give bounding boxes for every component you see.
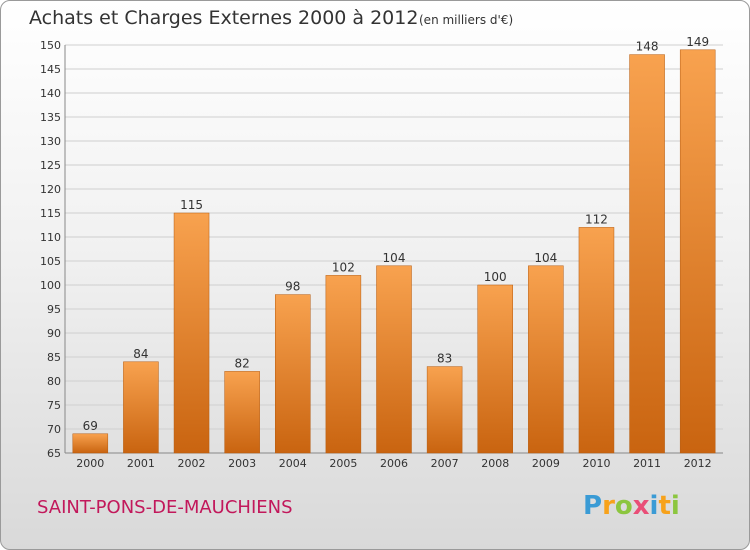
x-tick-label: 2001 xyxy=(127,457,155,470)
bar-2007 xyxy=(426,366,463,454)
logo-letter: t xyxy=(658,491,671,521)
y-tick-label: 140 xyxy=(40,87,61,100)
y-tick-label: 105 xyxy=(40,255,61,268)
y-tick-label: 95 xyxy=(47,303,61,316)
x-tick-label: 2000 xyxy=(76,457,104,470)
bar-2005 xyxy=(325,275,362,454)
data-label: 84 xyxy=(133,347,148,361)
x-tick-label: 2012 xyxy=(684,457,712,470)
commune-name: SAINT-PONS-DE-MAUCHIENS xyxy=(37,497,293,518)
y-tick-label: 65 xyxy=(47,447,61,460)
y-tick-label: 70 xyxy=(47,423,61,436)
y-tick-label: 130 xyxy=(40,135,61,148)
x-tick-label: 2010 xyxy=(582,457,610,470)
x-tick-label: 2007 xyxy=(431,457,459,470)
data-label: 112 xyxy=(585,212,608,226)
x-tick-label: 2006 xyxy=(380,457,408,470)
y-tick-label: 120 xyxy=(40,183,61,196)
y-tick-label: 125 xyxy=(40,159,61,172)
y-tick-label: 100 xyxy=(40,279,61,292)
x-tick-label: 2008 xyxy=(481,457,509,470)
logo-letter: P xyxy=(583,491,603,521)
y-tick-label: 110 xyxy=(40,231,61,244)
bar-2009 xyxy=(528,265,564,454)
logo-letter: i xyxy=(649,491,659,521)
proxiti-logo: Proxiti xyxy=(583,491,680,521)
y-tick-label: 115 xyxy=(40,207,61,220)
y-tick-label: 90 xyxy=(47,327,61,340)
bar-2010 xyxy=(578,227,615,454)
bar-2008 xyxy=(477,284,513,454)
data-label: 69 xyxy=(83,419,98,433)
bar-2006 xyxy=(376,265,412,454)
data-label: 82 xyxy=(235,356,250,370)
y-tick-label: 150 xyxy=(40,39,61,52)
chart-subtitle: (en milliers d'€) xyxy=(419,13,514,27)
data-label: 115 xyxy=(180,198,203,212)
x-tick-label: 2005 xyxy=(329,457,357,470)
x-tick-label: 2009 xyxy=(532,457,560,470)
x-tick-label: 2004 xyxy=(279,457,307,470)
logo-letter: r xyxy=(602,491,615,521)
x-tick-label: 2002 xyxy=(178,457,206,470)
bar-2003 xyxy=(224,371,260,454)
bar-2002 xyxy=(173,212,210,454)
logo-letter: i xyxy=(670,491,680,521)
bar-2011 xyxy=(629,54,665,454)
data-label: 102 xyxy=(332,260,355,274)
y-tick-label: 75 xyxy=(47,399,61,412)
data-label: 104 xyxy=(534,251,557,265)
bar-2001 xyxy=(123,361,159,454)
y-tick-label: 85 xyxy=(47,351,61,364)
bar-2012 xyxy=(679,49,716,454)
x-tick-label: 2011 xyxy=(633,457,661,470)
chart-title: Achats et Charges Externes 2000 à 2012 xyxy=(29,7,419,29)
data-label: 100 xyxy=(484,270,507,284)
data-label: 98 xyxy=(285,280,300,294)
logo-letter: x xyxy=(632,491,650,521)
y-tick-label: 135 xyxy=(40,111,61,124)
bar-2000 xyxy=(72,433,109,454)
data-label: 104 xyxy=(383,251,406,265)
y-tick-label: 80 xyxy=(47,375,61,388)
data-label: 149 xyxy=(686,35,709,49)
data-label: 83 xyxy=(437,352,452,366)
logo-letter: o xyxy=(614,491,633,521)
x-tick-label: 2003 xyxy=(228,457,256,470)
y-tick-label: 145 xyxy=(40,63,61,76)
bar-2004 xyxy=(275,294,311,454)
data-label: 148 xyxy=(636,40,659,54)
